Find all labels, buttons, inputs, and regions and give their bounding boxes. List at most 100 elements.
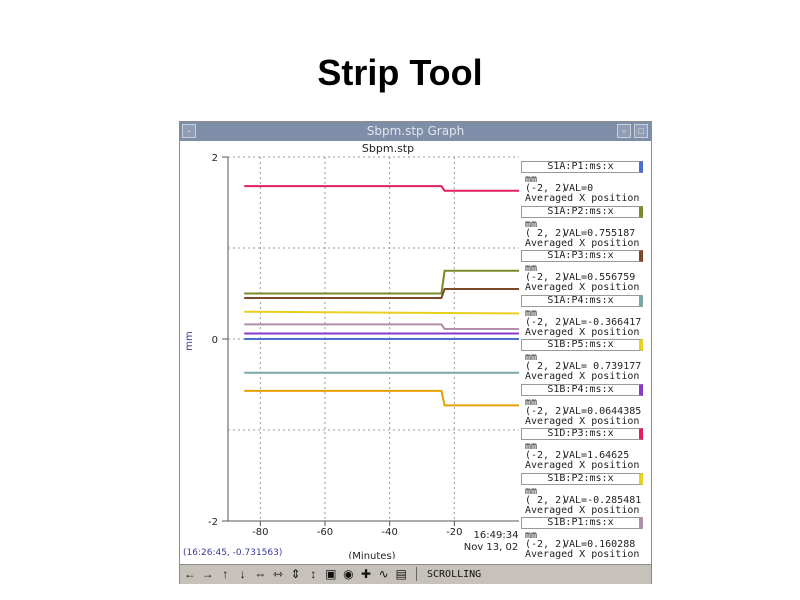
legend-range: ( 2, 2) [525, 227, 568, 239]
minimize-button[interactable]: ▫ [617, 124, 631, 138]
legend-description: Averaged X position [525, 371, 640, 382]
legend-item[interactable]: S1A:P3:ms:x mm (-2, 2) Averaged X position V… [519, 249, 651, 293]
maximize-button[interactable]: □ [634, 124, 648, 138]
zoom-out-y-icon[interactable]: ↕ [310, 567, 317, 581]
legend: S1A:P1:ms:x mm (-2, 2) Averaged X position V… [519, 160, 651, 578]
legend-signal-name[interactable]: S1A:P1:ms:x [521, 161, 643, 173]
slide-title: Strip Tool [317, 52, 483, 93]
legend-item[interactable]: S1D:P3:ms:x mm (-2, 2) Averaged X position V… [519, 427, 651, 471]
legend-item[interactable]: S1B:P2:ms:x mm( 2, 2) Averaged X position V… [519, 472, 651, 516]
series-line-5 [244, 310, 520, 315]
plot-area[interactable]: -2 0 2 -80 -60 -40 -20 Sbpm.stp mm (Minutes) (… [180, 141, 651, 578]
legend-signal-name[interactable]: S1B:P1:ms:x [521, 517, 643, 529]
crosshair-icon[interactable]: ✚ [360, 567, 372, 581]
legend-value: VAL=0.160288 [563, 539, 636, 550]
legend-description: Averaged X position [525, 237, 640, 249]
legend-unit: mm [525, 263, 538, 274]
legend-description: Averaged X position [525, 193, 640, 204]
legend-item[interactable]: S1B:P4:ms:x mm (-2, 2) Averaged X position V… [519, 383, 651, 427]
legend-value: VAL= 0.739177 [563, 361, 642, 372]
legend-signal-name[interactable]: S1D:P3:ms:x [521, 428, 643, 440]
strip-tool-window: - Sbpm.stp Graph ▫ □ -2 0 2 -80 -60 -40 -20 Sb… [179, 121, 652, 584]
pan-up-icon[interactable]: ↑ [222, 567, 229, 581]
legend-value: VAL=0.556759 [563, 272, 636, 283]
series-line-2 [244, 269, 519, 295]
legend-unit: mm [525, 174, 538, 185]
auto-scale-icon[interactable]: ▣ [325, 567, 337, 581]
legend-item[interactable]: S1B:P5:ms:x mm( 2, 2) Averaged X position V… [519, 338, 651, 382]
series-line-8 [244, 389, 519, 407]
y-tick-label: 0 [212, 335, 218, 346]
window-title: Sbpm.stp Graph [366, 124, 465, 138]
zoom-in-x-icon[interactable]: ⇔ [254, 567, 267, 581]
legend-unit: mm [525, 352, 538, 363]
status-coordinate: (16:26:45, -0.731563) [183, 548, 282, 558]
graph-icon[interactable]: ∿ [378, 567, 389, 581]
legend-range: ( 2, 2) [525, 361, 568, 372]
legend-signal-name[interactable]: S1B:P2:ms:x [521, 472, 643, 485]
legend-range: (-2, 2) [525, 272, 568, 283]
legend-signal-name[interactable]: S1B:P4:ms:x [521, 383, 643, 396]
legend-range: (-2, 2) [525, 539, 568, 550]
window-titlebar[interactable]: - Sbpm.stp Graph ▫ □ [180, 122, 651, 141]
toolbar: SCROLLING ← → ↑ ↓ ⇔ ⇿ ⇕ ↕ ▣ ◉ ✚ ∿ ▤ [180, 564, 651, 584]
current-date-label: Nov 13, 02 [464, 542, 519, 553]
legend-item[interactable]: S1A:P1:ms:x mm (-2, 2) Averaged X position V… [519, 160, 651, 204]
legend-description: Averaged X position [525, 415, 640, 427]
legend-value: VAL=-0.366417 [563, 316, 642, 328]
legend-unit: mm [525, 218, 538, 230]
legend-signal-name[interactable]: S1A:P4:ms:x [521, 294, 643, 307]
legend-range: (-2, 2) [525, 316, 568, 328]
x-tick-label: -80 [252, 527, 268, 538]
y-tick-label: -2 [208, 517, 218, 528]
pan-left-icon[interactable]: ← [184, 567, 196, 581]
x-axis-label: (Minutes) [348, 551, 395, 559]
series-line-3 [244, 288, 519, 299]
legend-signal-name[interactable]: S1A:P2:ms:x [521, 205, 643, 218]
legend-description: Averaged X position [525, 282, 640, 293]
x-tick-label: -20 [446, 527, 462, 538]
legend-description: Averaged X position [525, 549, 640, 560]
legend-item[interactable]: S1B:P1:ms:x mm (-2, 2) Averaged X position V… [519, 516, 651, 560]
legend-item[interactable]: S1A:P2:ms:x mm( 2, 2) Averaged X position V… [519, 205, 651, 249]
pan-down-icon[interactable]: ↓ [239, 567, 246, 581]
legend-range: (-2, 2) [525, 450, 568, 461]
maximize-icon: □ [638, 126, 644, 136]
zoom-out-x-icon[interactable]: ⇿ [272, 567, 284, 581]
window-menu-button[interactable]: - [182, 124, 196, 138]
legend-description: Averaged X position [525, 326, 640, 338]
current-time-label: 16:49:34 [474, 530, 519, 541]
legend-unit: mm [525, 485, 538, 497]
legend-range: ( 2, 2) [525, 494, 568, 506]
series-line-7 [244, 185, 519, 192]
reset-icon[interactable]: ◉ [343, 567, 354, 581]
legend-value: VAL=0 [563, 183, 594, 194]
legend-unit: mm [525, 396, 538, 408]
legend-value: VAL=-0.285481 [563, 494, 642, 506]
toolbar-separator [416, 567, 417, 581]
legend-value: VAL=1.64625 [563, 450, 630, 461]
legend-value: VAL=0.0644385 [563, 405, 642, 417]
legend-range: (-2, 2) [525, 183, 568, 194]
legend-unit: mm [525, 441, 538, 452]
pan-right-icon[interactable]: → [201, 567, 214, 581]
plot-title: Sbpm.stp [362, 142, 414, 155]
window-menu-icon: - [187, 126, 191, 136]
zoom-in-y-icon[interactable]: ⇕ [290, 567, 301, 581]
legend-range: (-2, 2) [525, 405, 568, 417]
legend-item[interactable]: S1A:P4:ms:x mm (-2, 2) Averaged X position V… [519, 294, 651, 338]
y-axis-label: mm [184, 331, 195, 350]
minimize-icon: ▫ [622, 126, 626, 136]
legend-signal-name[interactable]: S1B:P5:ms:x [521, 339, 643, 351]
legend-unit: mm [525, 307, 538, 319]
legend-signal-name[interactable]: S1A:P3:ms:x [521, 250, 643, 262]
legend-value: VAL=0.755187 [563, 227, 636, 239]
print-icon[interactable]: ▤ [395, 567, 407, 581]
x-tick-label: -40 [381, 527, 397, 538]
series-line-9 [244, 323, 519, 330]
y-tick-label: 2 [212, 153, 218, 164]
scrolling-status: SCROLLING [427, 569, 482, 580]
legend-description: Averaged X position [525, 504, 640, 516]
legend-unit: mm [525, 530, 538, 541]
strip-chart[interactable]: -202-80 -60 -40 -20 Sbpm.stp mm (Minutes) (… [180, 141, 651, 562]
